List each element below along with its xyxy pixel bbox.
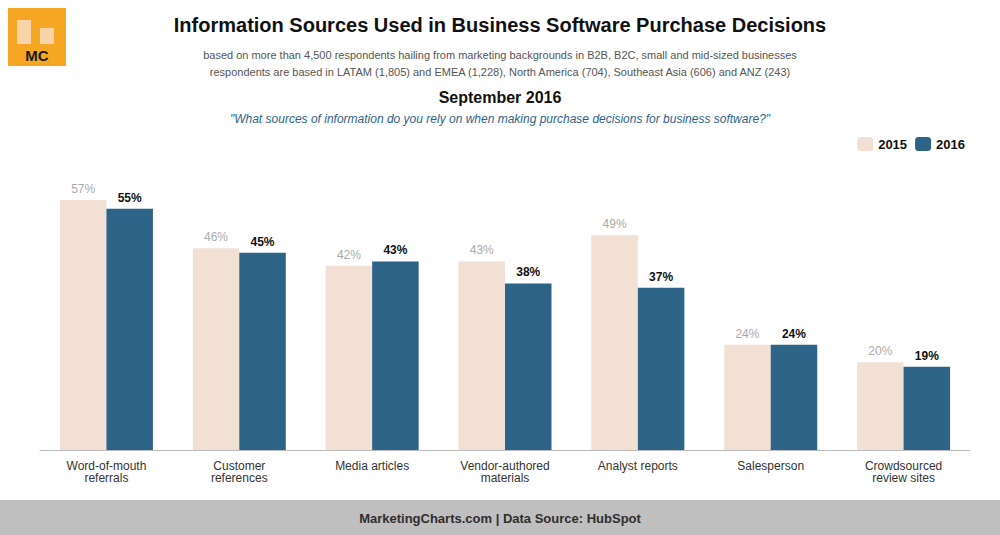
svg-text:46%: 46% (204, 230, 228, 244)
svg-text:20%: 20% (868, 344, 892, 358)
svg-text:review sites: review sites (872, 471, 935, 485)
svg-text:references: references (211, 471, 268, 485)
svg-text:September 2016: September 2016 (439, 89, 562, 106)
svg-text:2016: 2016 (936, 137, 965, 152)
svg-text:37%: 37% (649, 270, 673, 284)
svg-text:respondents are based in LATAM: respondents are based in LATAM (1,805) a… (210, 66, 790, 78)
svg-text:Analyst reports: Analyst reports (598, 459, 678, 473)
svg-text:Information Sources Used in Bu: Information Sources Used in Business Sof… (174, 14, 826, 36)
svg-text:43%: 43% (383, 243, 407, 257)
svg-text:Crowdsourced: Crowdsourced (864, 459, 943, 473)
svg-text:57%: 57% (71, 182, 95, 196)
svg-text:Media articles: Media articles (335, 459, 409, 473)
svg-text:Customer: Customer (213, 459, 266, 473)
svg-text:49%: 49% (603, 217, 627, 231)
svg-text:Word-of-mouth: Word-of-mouth (66, 459, 147, 473)
svg-text:55%: 55% (118, 191, 142, 205)
svg-text:MarketingCharts.com | Data Sou: MarketingCharts.com | Data Source: HubSp… (359, 511, 641, 526)
svg-text:MC: MC (25, 47, 48, 64)
svg-text:Salesperson: Salesperson (737, 459, 804, 473)
svg-text:2015: 2015 (878, 137, 907, 152)
svg-text:based on more than 4,500 respo: based on more than 4,500 respondents hai… (203, 49, 797, 61)
svg-text:43%: 43% (470, 243, 494, 257)
svg-text:"What sources of information d: "What sources of information do you rely… (230, 112, 771, 126)
svg-text:38%: 38% (516, 265, 540, 279)
svg-text:24%: 24% (782, 327, 806, 341)
svg-text:referrals: referrals (84, 471, 128, 485)
svg-text:Vendor-authored: Vendor-authored (460, 459, 550, 473)
svg-text:materials: materials (481, 471, 530, 485)
svg-text:42%: 42% (337, 248, 361, 262)
svg-text:19%: 19% (915, 349, 939, 363)
svg-text:24%: 24% (735, 327, 759, 341)
svg-text:45%: 45% (251, 235, 275, 249)
